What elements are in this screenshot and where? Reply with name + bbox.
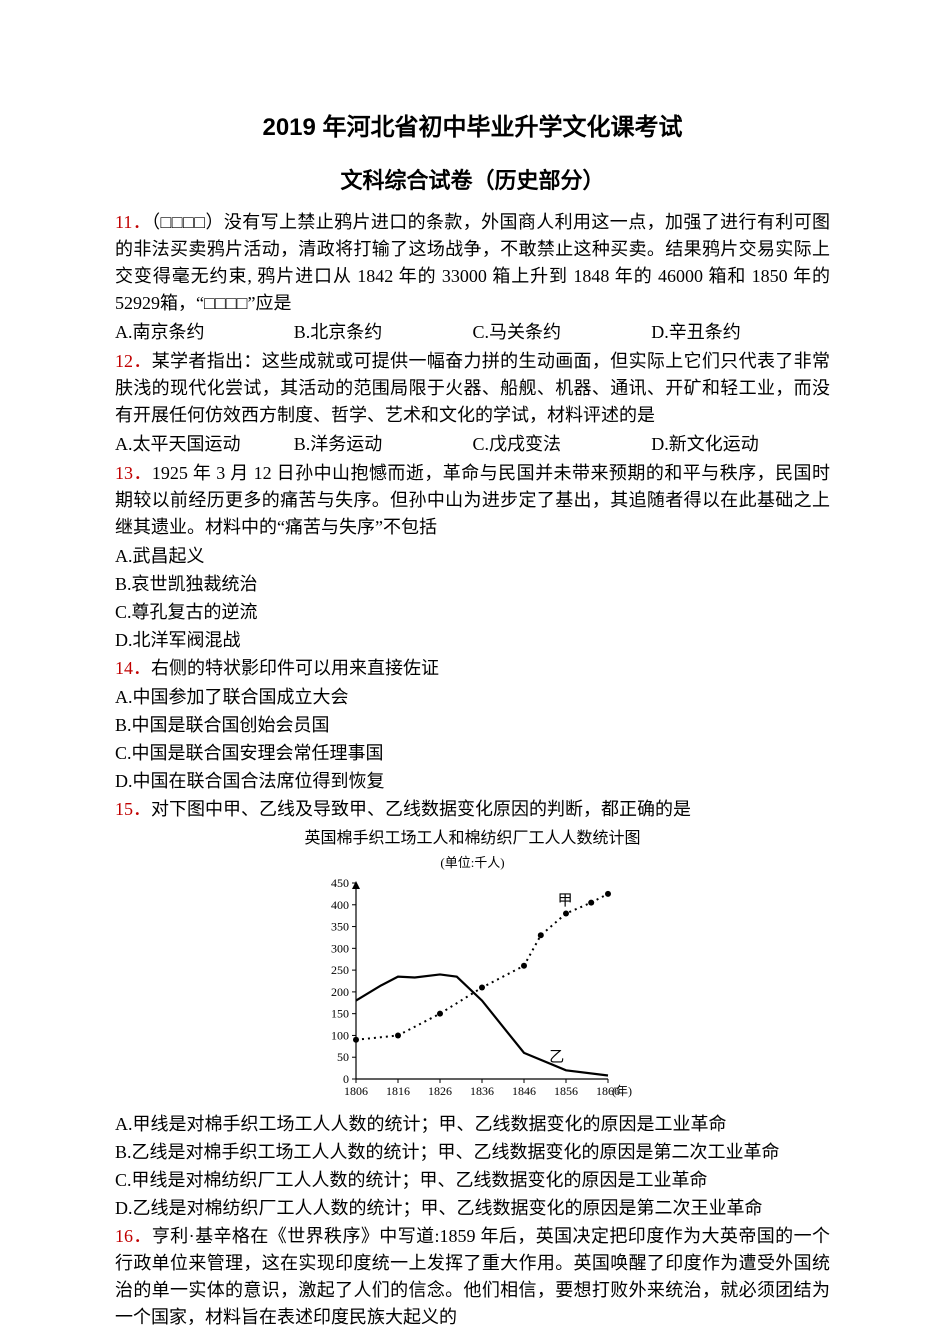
svg-text:乙: 乙 [549, 1049, 564, 1065]
q14-d: D.中国在联合国合法席位得到恢复 [115, 768, 830, 795]
svg-text:1826: 1826 [428, 1084, 452, 1098]
question-16: 16．亨利·基辛格在《世界秩序》中写道:1859 年后，英国决定把印度作为大英帝… [115, 1223, 830, 1331]
qnum-16: 16． [115, 1226, 152, 1246]
q12-a: A.太平天国运动 [115, 431, 294, 458]
svg-text:1846: 1846 [512, 1084, 536, 1098]
q15-d: D.乙线是对棉纺织厂工人人数的统计；甲、乙线数据变化的原因是第二次王业革命 [115, 1195, 830, 1222]
q11-b: B.北京条约 [294, 319, 473, 346]
qtext-12: 某学者指出：这些成就或可提供一幅奋力拼的生动画面，但实际上它们只代表了非常肤浅的… [115, 351, 830, 425]
svg-text:350: 350 [331, 919, 349, 933]
svg-text:200: 200 [331, 984, 349, 998]
main-title: 2019 年河北省初中毕业升学文化课考试 [115, 110, 830, 146]
question-11: 11．（□□□□）没有写上禁止鸦片进口的条款，外国商人利用这一点，加强了进行有利… [115, 209, 830, 317]
q12-d: D.新文化运动 [651, 431, 830, 458]
qnum-11: 11． [115, 212, 151, 232]
qtext-15: 对下图中甲、乙线及导致甲、乙线数据变化原因的判断，都正确的是 [151, 799, 691, 819]
svg-text:1816: 1816 [386, 1084, 410, 1098]
sub-title: 文科综合试卷（历史部分） [115, 164, 830, 197]
q13-a: A.武昌起义 [115, 543, 830, 570]
q15-b: B.乙线是对棉手织工场工人人数的统计；甲、乙线数据变化的原因是第二次工业革命 [115, 1139, 830, 1166]
qtext-14: 右侧的特状影印件可以用来直接佐证 [151, 658, 439, 678]
qnum-15: 15． [115, 799, 151, 819]
q11-c: C.马关条约 [473, 319, 652, 346]
question-14: 14．右侧的特状影印件可以用来直接佐证 [115, 655, 830, 682]
q13-d: D.北洋军阀混战 [115, 627, 830, 654]
svg-text:100: 100 [331, 1028, 349, 1042]
q14-c: C.中国是联合国安理会常任理事国 [115, 740, 830, 767]
question-12: 12．某学者指出：这些成就或可提供一幅奋力拼的生动画面，但实际上它们只代表了非常… [115, 348, 830, 429]
options-11: A.南京条约 B.北京条约 C.马关条约 D.辛丑条约 [115, 319, 830, 346]
svg-text:250: 250 [331, 963, 349, 977]
q13-b: B.哀世凯独裁统治 [115, 571, 830, 598]
q12-b: B.洋务运动 [294, 431, 473, 458]
q15-a: A.甲线是对棉手织工场工人人数的统计；甲、乙线数据变化的原因是工业革命 [115, 1111, 830, 1138]
svg-text:450: 450 [331, 876, 349, 890]
qnum-14: 14． [115, 658, 151, 678]
qtext-13: 1925 年 3 月 12 日孙中山抱憾而逝，革命与民国并未带来预期的和平与秩序… [115, 463, 830, 537]
q14-a: A.中国参加了联合国成立大会 [115, 684, 830, 711]
svg-text:(年): (年) [612, 1084, 632, 1098]
qtext-16: 亨利·基辛格在《世界秩序》中写道:1859 年后，英国决定把印度作为大英帝国的一… [115, 1226, 830, 1327]
svg-text:150: 150 [331, 1006, 349, 1020]
svg-text:400: 400 [331, 897, 349, 911]
q15-c: C.甲线是对棉纺织厂工人人数的统计；甲、乙线数据变化的原因是工业革命 [115, 1167, 830, 1194]
svg-text:甲: 甲 [557, 892, 572, 908]
q14-b: B.中国是联合国创始会员国 [115, 712, 830, 739]
q13-c: C.尊孔复古的逆流 [115, 599, 830, 626]
chart-container: 英国棉手织工场工人和棉纺织厂工人人数统计图 (单位:千人) 0501001502… [115, 827, 830, 1105]
chart-unit: (单位:千人) [115, 853, 830, 873]
svg-text:1806: 1806 [344, 1084, 368, 1098]
svg-text:1836: 1836 [470, 1084, 494, 1098]
options-12: A.太平天国运动 B.洋务运动 C.戊戌变法 D.新文化运动 [115, 431, 830, 458]
qnum-13: 13． [115, 463, 152, 483]
chart-title: 英国棉手织工场工人和棉纺织厂工人人数统计图 [115, 827, 830, 851]
qtext-11: （□□□□）没有写上禁止鸦片进口的条款，外国商人利用这一点，加强了进行有利可图的… [115, 212, 830, 313]
q11-d: D.辛丑条约 [651, 319, 830, 346]
svg-text:50: 50 [337, 1050, 349, 1064]
svg-text:300: 300 [331, 941, 349, 955]
q11-a: A.南京条约 [115, 319, 294, 346]
qnum-12: 12． [115, 351, 152, 371]
question-13: 13．1925 年 3 月 12 日孙中山抱憾而逝，革命与民国并未带来预期的和平… [115, 460, 830, 541]
svg-text:1856: 1856 [554, 1084, 578, 1098]
question-15: 15．对下图中甲、乙线及导致甲、乙线数据变化原因的判断，都正确的是 [115, 796, 830, 823]
q12-c: C.戊戌变法 [473, 431, 652, 458]
chart-svg: 0501001502002503003504004501806181618261… [308, 875, 638, 1105]
